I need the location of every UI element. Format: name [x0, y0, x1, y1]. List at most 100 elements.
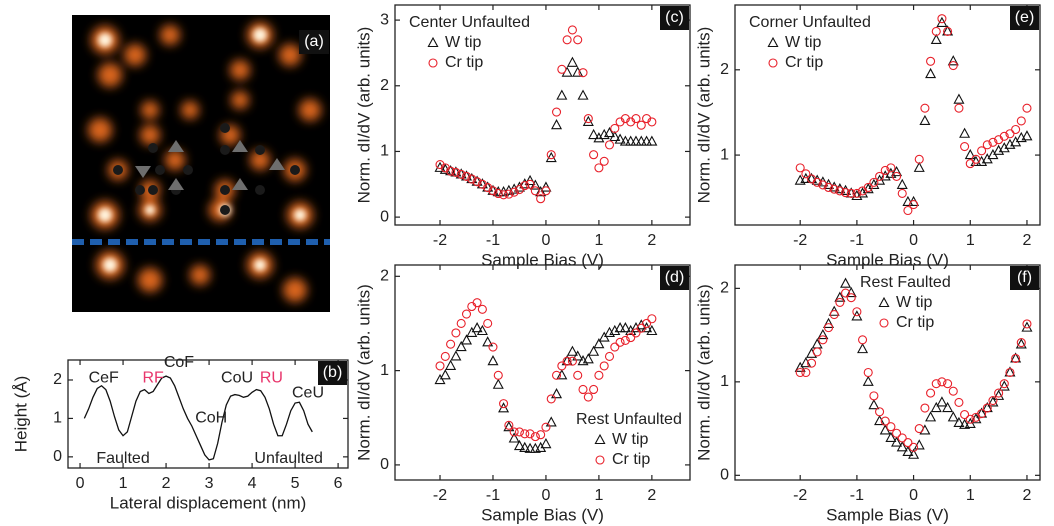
y-tick-label: 1: [53, 410, 62, 427]
triangle-marker: [947, 55, 959, 66]
triangle-marker: [840, 184, 852, 195]
circle-marker: [583, 114, 593, 124]
circle-marker: [446, 166, 456, 176]
triangle-marker: [577, 89, 589, 100]
triangle-marker: [953, 416, 965, 428]
y-axis-label: Norm. dI/dV (arb. units): [354, 284, 373, 461]
triangle-marker: [593, 132, 605, 143]
x-tick-label: 1: [966, 232, 975, 249]
annotation: CeU: [292, 385, 324, 402]
circle-marker: [909, 199, 919, 210]
triangle-marker: [828, 181, 840, 192]
triangle-marker: [987, 396, 999, 407]
plot-frame: [734, 4, 1041, 226]
circle-marker: [428, 58, 438, 68]
circle-marker: [897, 188, 907, 198]
circle-marker: [520, 181, 530, 191]
circle-marker: [931, 379, 941, 389]
circle-marker: [982, 140, 992, 150]
panel-label-box: [299, 30, 329, 54]
triangle-marker: [460, 334, 473, 345]
circle-marker: [937, 377, 947, 387]
triangle-marker: [524, 442, 536, 453]
circle-marker: [1011, 353, 1021, 364]
circle-marker: [477, 304, 487, 314]
triangle-marker: [964, 148, 976, 160]
triangle-marker: [519, 441, 531, 452]
circle-marker: [823, 182, 834, 193]
circle-marker: [567, 25, 577, 35]
circle-marker: [909, 442, 919, 452]
x-axis-label: Sample Bias (V): [481, 250, 604, 269]
panel-label: (a): [304, 33, 324, 50]
triangle-marker: [993, 389, 1005, 400]
circle-marker: [520, 429, 530, 439]
x-tick-label: -2: [433, 487, 447, 504]
x-tick-label: 2: [1023, 487, 1032, 504]
triangle-marker: [582, 115, 594, 126]
circle-marker: [631, 328, 641, 338]
triangle-marker: [630, 135, 642, 146]
circle-marker: [875, 171, 885, 181]
circle-marker: [583, 392, 593, 402]
triangle-marker: [513, 181, 525, 192]
triangle-marker: [561, 66, 573, 77]
x-axis-label: Sample Bias (V): [481, 505, 604, 524]
x-tick-label: 2: [647, 232, 656, 249]
annotation: CoF: [164, 354, 194, 371]
panel-label: (d): [665, 269, 685, 286]
circle-marker: [636, 323, 646, 333]
x-tick-label: 0: [541, 232, 550, 249]
circle-marker: [920, 103, 930, 113]
legend-title: Corner Unfaulted: [749, 14, 871, 31]
x-tick-label: 0: [76, 475, 85, 492]
x-tick-label: 5: [291, 475, 300, 492]
x-tick-label: 4: [248, 475, 257, 492]
circle-marker: [943, 26, 953, 36]
triangle-marker: [625, 135, 637, 146]
circle-marker: [879, 318, 889, 328]
circle-marker: [840, 288, 851, 298]
circle-marker: [451, 167, 461, 178]
y-tick-label: 1: [720, 146, 729, 163]
circle-marker: [477, 179, 487, 189]
triangle-marker: [566, 56, 578, 67]
circle-marker: [977, 146, 987, 156]
triangle-marker: [925, 411, 937, 422]
x-tick-label: 0: [541, 487, 550, 504]
triangle-marker: [806, 347, 818, 358]
triangle-marker: [614, 133, 626, 144]
triangle-marker: [594, 433, 606, 445]
triangle-marker: [524, 174, 536, 186]
triangle-marker: [551, 119, 563, 130]
triangle-marker: [519, 178, 531, 189]
legend-title: Center Unfaulted: [409, 14, 530, 31]
legend-title: Rest Faulted: [860, 274, 951, 291]
circle-marker: [954, 397, 964, 407]
triangle-marker: [908, 448, 920, 459]
circle-marker: [589, 384, 599, 395]
circle-marker: [472, 177, 482, 187]
circle-marker: [525, 179, 535, 189]
x-tick-label: 1: [594, 487, 603, 504]
triangle-marker: [998, 142, 1010, 153]
circle-marker: [610, 123, 620, 134]
circle-marker: [440, 163, 450, 173]
panel-label-box: [1010, 6, 1039, 30]
triangle-marker: [1015, 338, 1027, 349]
triangle-marker: [540, 181, 552, 192]
circle-marker: [920, 403, 930, 413]
circle-marker: [546, 394, 556, 404]
panel-label-box: [660, 6, 689, 30]
circle-marker: [846, 188, 856, 198]
circle-marker: [499, 190, 509, 200]
circle-marker: [620, 335, 630, 345]
circle-marker: [493, 370, 503, 380]
circle-marker: [525, 429, 535, 439]
legend-title: Rest Unfaulted: [576, 411, 682, 428]
circle-marker: [835, 186, 845, 196]
circle-marker: [435, 160, 445, 170]
x-tick-label: -1: [850, 487, 864, 504]
circle-marker: [886, 422, 896, 432]
circle-marker: [536, 430, 546, 440]
